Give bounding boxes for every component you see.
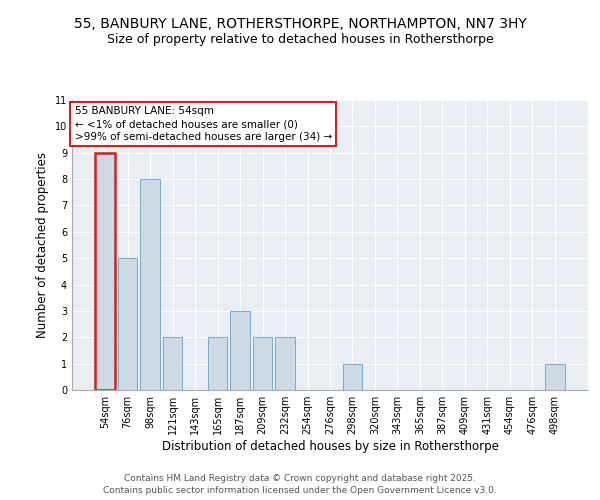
Text: Contains HM Land Registry data © Crown copyright and database right 2025.
Contai: Contains HM Land Registry data © Crown c… (103, 474, 497, 495)
Bar (230, 311, 250, 390)
Bar (253, 338, 272, 390)
Bar (275, 338, 295, 390)
Text: 55, BANBURY LANE, ROTHERSTHORPE, NORTHAMPTON, NN7 3HY: 55, BANBURY LANE, ROTHERSTHORPE, NORTHAM… (74, 18, 526, 32)
X-axis label: Distribution of detached houses by size in Rothersthorpe: Distribution of detached houses by size … (161, 440, 499, 453)
Y-axis label: Number of detached properties: Number of detached properties (37, 152, 49, 338)
Bar (118, 258, 137, 390)
Text: Size of property relative to detached houses in Rothersthorpe: Size of property relative to detached ho… (107, 32, 493, 46)
Bar (163, 338, 182, 390)
Bar (545, 364, 565, 390)
Bar (343, 364, 362, 390)
Bar (140, 179, 160, 390)
Bar (95, 152, 115, 390)
Bar (208, 338, 227, 390)
Text: 55 BANBURY LANE: 54sqm
← <1% of detached houses are smaller (0)
>99% of semi-det: 55 BANBURY LANE: 54sqm ← <1% of detached… (74, 106, 332, 142)
